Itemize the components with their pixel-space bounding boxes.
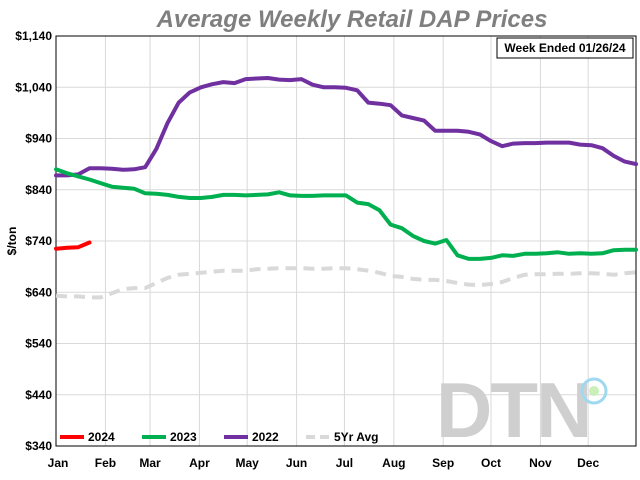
series-line-2024: [54, 240, 92, 251]
x-tick-label: Feb: [95, 456, 116, 470]
y-tick-label: $1,140: [15, 29, 52, 43]
dtn-logo-text: DTN: [436, 366, 590, 454]
series-line-2023: [54, 167, 638, 261]
y-axis-ticks: $340 $440 $540 $640 $740 $840 $940 $1,040 $1,140: [15, 29, 52, 453]
dtn-logo-ring: [580, 377, 608, 405]
y-tick-label: $540: [25, 337, 52, 351]
plot-frame: [55, 35, 637, 447]
y-axis-label: $/ton: [5, 227, 19, 256]
legend-label: 2022: [252, 430, 279, 444]
y-tick-label: $740: [25, 234, 52, 248]
x-tick-label: Jan: [48, 456, 69, 470]
y-tick-label: $840: [25, 183, 52, 197]
x-tick-label: Jul: [336, 456, 353, 470]
legend-label: 2023: [170, 430, 197, 444]
y-tick-label: $1,040: [15, 80, 52, 94]
dtn-logo-dot: [589, 386, 599, 396]
x-tick-label: Apr: [189, 456, 210, 470]
x-tick-label: Jun: [286, 456, 307, 470]
series-line-5yr-avg: [55, 266, 637, 300]
y-tick-label: $640: [25, 285, 52, 299]
legend-label: 2024: [88, 430, 115, 444]
y-tick-label: $940: [25, 132, 52, 146]
chart-grid: [56, 35, 636, 447]
x-tick-label: Oct: [481, 456, 501, 470]
chart-title: Average Weekly Retail DAP Prices: [156, 6, 548, 33]
week-ended-label: Week Ended 01/26/24: [504, 41, 626, 55]
x-axis-ticks: Jan Feb Mar Apr May Jun Jul Aug Sep Oct Nov Dec: [48, 456, 600, 470]
x-tick-label: Sep: [432, 456, 454, 470]
y-tick-label: $440: [25, 388, 52, 402]
chart-legend: 2024 2023 2022 5Yr Avg: [60, 430, 378, 444]
x-tick-label: May: [236, 456, 260, 470]
week-ended-box: Week Ended 01/26/24: [496, 37, 634, 59]
y-tick-label: $340: [25, 439, 52, 453]
x-tick-label: Aug: [382, 456, 405, 470]
week-ended-frame: [496, 37, 634, 59]
legend-label: 5Yr Avg: [334, 430, 378, 444]
series-line-2022: [54, 76, 638, 178]
dtn-logo: DTN: [436, 366, 608, 454]
x-tick-label: Mar: [139, 456, 161, 470]
x-tick-label: Nov: [529, 456, 552, 470]
x-tick-label: Dec: [577, 456, 599, 470]
series-layer: [54, 76, 638, 300]
